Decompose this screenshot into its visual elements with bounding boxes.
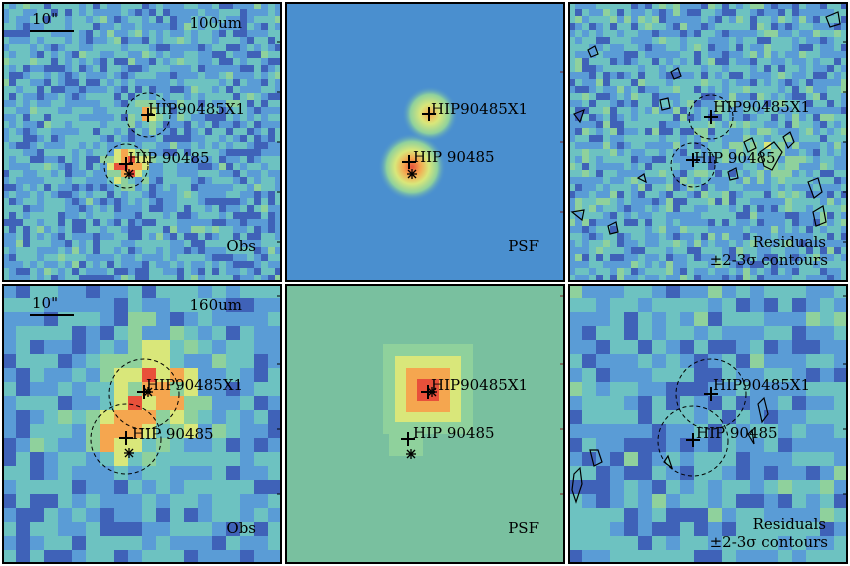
scale-label: 10" [32,10,58,28]
cross-marker-hip [686,153,700,167]
residual-contours [571,396,769,504]
panel-frame [568,2,848,282]
cross-marker-hip [402,155,416,169]
psf-image-160um [285,284,565,564]
residual-overlay-100um [570,11,848,243]
obs-overlay-100um [103,41,282,243]
scale-bar [30,30,74,32]
panel-frame [285,284,565,564]
source-label-x1: HIP90485X1 [431,100,529,118]
star-marker-x1 [427,387,437,397]
beam-circle-hip [670,142,716,188]
psf-panel-100um: HIP90485X1 HIP 90485 PSF [285,2,565,282]
cross-marker-x1 [422,107,436,121]
residual-panel-160um: HIP90485X1 HIP 90485 Residuals ±2-3σ con… [568,284,848,564]
panel-label-residuals: Residuals [752,233,826,251]
star-marker-hip [124,169,134,179]
cross-marker-hip [119,431,133,445]
panel-frame [285,2,565,282]
obs-image-160um [2,284,282,564]
source-label-x1: HIP90485X1 [713,98,811,116]
residual-contours [570,11,841,235]
source-label-hip: HIP 90485 [696,424,778,442]
source-label-hip: HIP 90485 [128,149,210,167]
beam-circle-hip [90,403,162,475]
scale-label: 10" [32,294,58,312]
star-marker-hip [407,169,417,179]
residual-image-160um [568,284,848,564]
beam-circle-x1 [688,94,734,140]
band-label: 160um [189,296,242,314]
cross-marker-x1 [141,108,155,122]
beam-circle-hip [103,143,149,189]
panel-label-residuals: Residuals [752,515,826,533]
source-label-x1: HIP90485X1 [146,376,244,394]
residual-panel-100um: HIP90485X1 HIP 90485 Residuals ±2-3σ con… [568,2,848,282]
star-marker-hip [406,449,416,459]
beam-circle-x1 [125,92,171,138]
cross-marker-hip [401,432,415,446]
source-label-hip: HIP 90485 [132,425,214,443]
panel-label-psf: PSF [508,519,539,537]
band-label: 100um [189,14,242,32]
beam-circle-hip [657,405,729,477]
source-label-x1: HIP90485X1 [713,376,811,394]
source-label-x1: HIP90485X1 [431,376,529,394]
scale-bar [30,314,74,316]
source-label-x1: HIP90485X1 [148,100,246,118]
residual-overlay-160um [571,295,848,504]
cross-marker-hip [686,433,700,447]
panel-frame [2,284,282,564]
source-label-hip: HIP 90485 [413,424,495,442]
obs-panel-160um: 10" 160um HIP90485X1 HIP 90485 Obs [2,284,282,564]
cross-marker-hip [119,157,133,171]
contour-caption: ±2-3σ contours [709,533,828,551]
star-marker-hip [124,448,134,458]
obs-overlay-160um [90,295,282,495]
psf-image-100um [285,2,565,282]
contour-caption: ±2-3σ contours [709,251,828,269]
source-label-hip: HIP 90485 [413,148,495,166]
source-label-hip: HIP 90485 [694,149,776,167]
panel-frame [2,2,282,282]
panel-frame [568,284,848,564]
beam-circle-x1 [675,358,747,430]
beam-circle-x1 [108,358,180,430]
cross-marker-x1 [704,387,718,401]
panel-label-obs: Obs [226,519,256,537]
obs-panel-100um: 10" 100um HIP90485X1 HIP 90485 Obs [2,2,282,282]
star-marker-x1 [143,387,153,397]
psf-panel-160um: HIP90485X1 HIP 90485 PSF [285,284,565,564]
panel-label-psf: PSF [508,237,539,255]
panel-label-obs: Obs [226,237,256,255]
obs-image-100um [2,2,282,282]
cross-marker-x1 [704,110,718,124]
